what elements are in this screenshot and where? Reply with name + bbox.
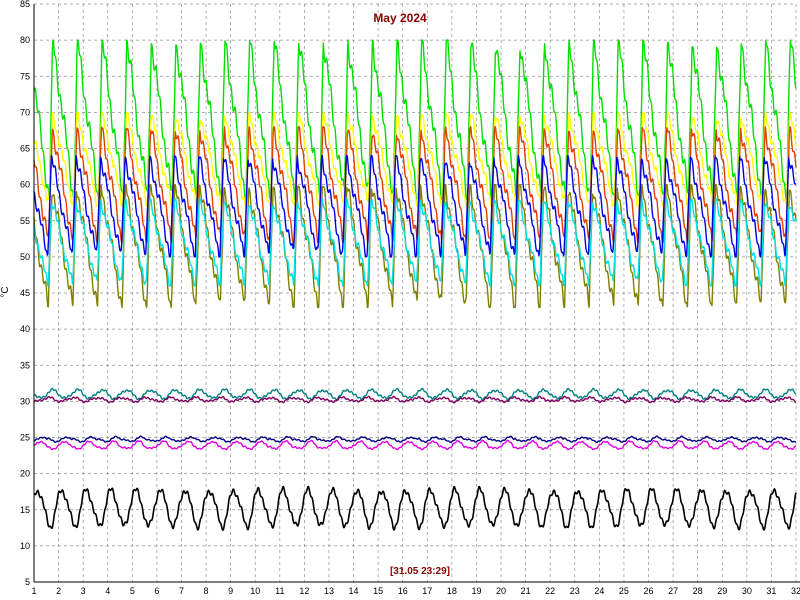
x-tick-label: 22	[545, 586, 555, 596]
x-tick-label: 7	[179, 586, 184, 596]
timestamp-label: [31.05 23:29]	[390, 566, 450, 577]
y-tick-labels: 5 10 15 20 25 30 35 40 45 50 55 60 65 70 75 80 85	[20, 0, 30, 587]
series-line	[33, 395, 797, 404]
grid	[33, 3, 797, 583]
y-tick-label: 75	[20, 71, 30, 81]
x-tick-label: 5	[130, 586, 135, 596]
x-tick-label: 11	[275, 586, 284, 596]
chart-title: May 2024	[373, 11, 427, 25]
x-tick-label: 26	[644, 586, 654, 596]
x-tick-label: 2	[56, 586, 61, 596]
x-tick-label: 15	[373, 586, 383, 596]
y-tick-label: 35	[20, 360, 30, 370]
y-tick-label: 25	[20, 433, 30, 443]
series-line	[33, 198, 797, 287]
x-tick-label: 6	[154, 586, 159, 596]
y-tick-label: 15	[20, 505, 30, 515]
series-line	[33, 485, 797, 532]
x-tick-label: 30	[742, 586, 752, 596]
x-tick-label: 4	[105, 586, 110, 596]
y-tick-label: 20	[20, 469, 30, 479]
x-tick-label: 16	[398, 586, 408, 596]
x-tick-label: 14	[349, 586, 359, 596]
x-tick-label: 9	[228, 586, 233, 596]
series-group	[33, 39, 797, 532]
y-axis-label: °C	[0, 286, 11, 297]
x-tick-label: 27	[668, 586, 678, 596]
x-tick-label: 32	[791, 586, 800, 596]
y-tick-label: 5	[25, 577, 30, 587]
x-tick-label: 8	[204, 586, 209, 596]
series-line	[33, 39, 797, 200]
x-tick-label: 17	[422, 586, 432, 596]
series-line	[33, 126, 797, 244]
y-tick-label: 60	[20, 180, 30, 190]
y-tick-label: 70	[20, 107, 30, 117]
x-tick-label: 25	[619, 586, 629, 596]
x-tick-label: 28	[693, 586, 703, 596]
y-tick-label: 65	[20, 144, 30, 154]
x-tick-label: 21	[521, 586, 531, 596]
x-tick-label: 20	[496, 586, 506, 596]
series-line	[33, 111, 797, 207]
series-line	[33, 155, 797, 258]
x-tick-label: 10	[250, 586, 260, 596]
y-tick-label: 55	[20, 216, 30, 226]
series-line	[33, 183, 797, 309]
y-tick-label: 80	[20, 35, 30, 45]
series-line	[33, 435, 797, 443]
x-tick-label: 12	[299, 586, 309, 596]
y-tick-label: 40	[20, 324, 30, 334]
y-tick-label: 10	[20, 541, 30, 551]
x-tick-label: 29	[717, 586, 727, 596]
y-tick-label: 85	[20, 0, 30, 9]
x-tick-label: 13	[324, 586, 334, 596]
x-tick-label: 1	[31, 586, 36, 596]
x-tick-labels: 1 2 3 4 5 6 7 8 9 10 11 12 13 14 15 16 17 18 19 20 21 22 23 24 2…	[31, 586, 800, 596]
x-tick-label: 18	[447, 586, 457, 596]
y-tick-label: 30	[20, 396, 30, 406]
series-line	[33, 439, 797, 451]
x-tick-label: 3	[81, 586, 86, 596]
x-tick-label: 24	[594, 586, 604, 596]
series-line	[33, 387, 797, 401]
y-tick-label: 50	[20, 252, 30, 262]
y-tick-label: 45	[20, 288, 30, 298]
x-tick-label: 23	[570, 586, 580, 596]
x-tick-label: 31	[766, 586, 776, 596]
x-tick-label: 19	[471, 586, 481, 596]
